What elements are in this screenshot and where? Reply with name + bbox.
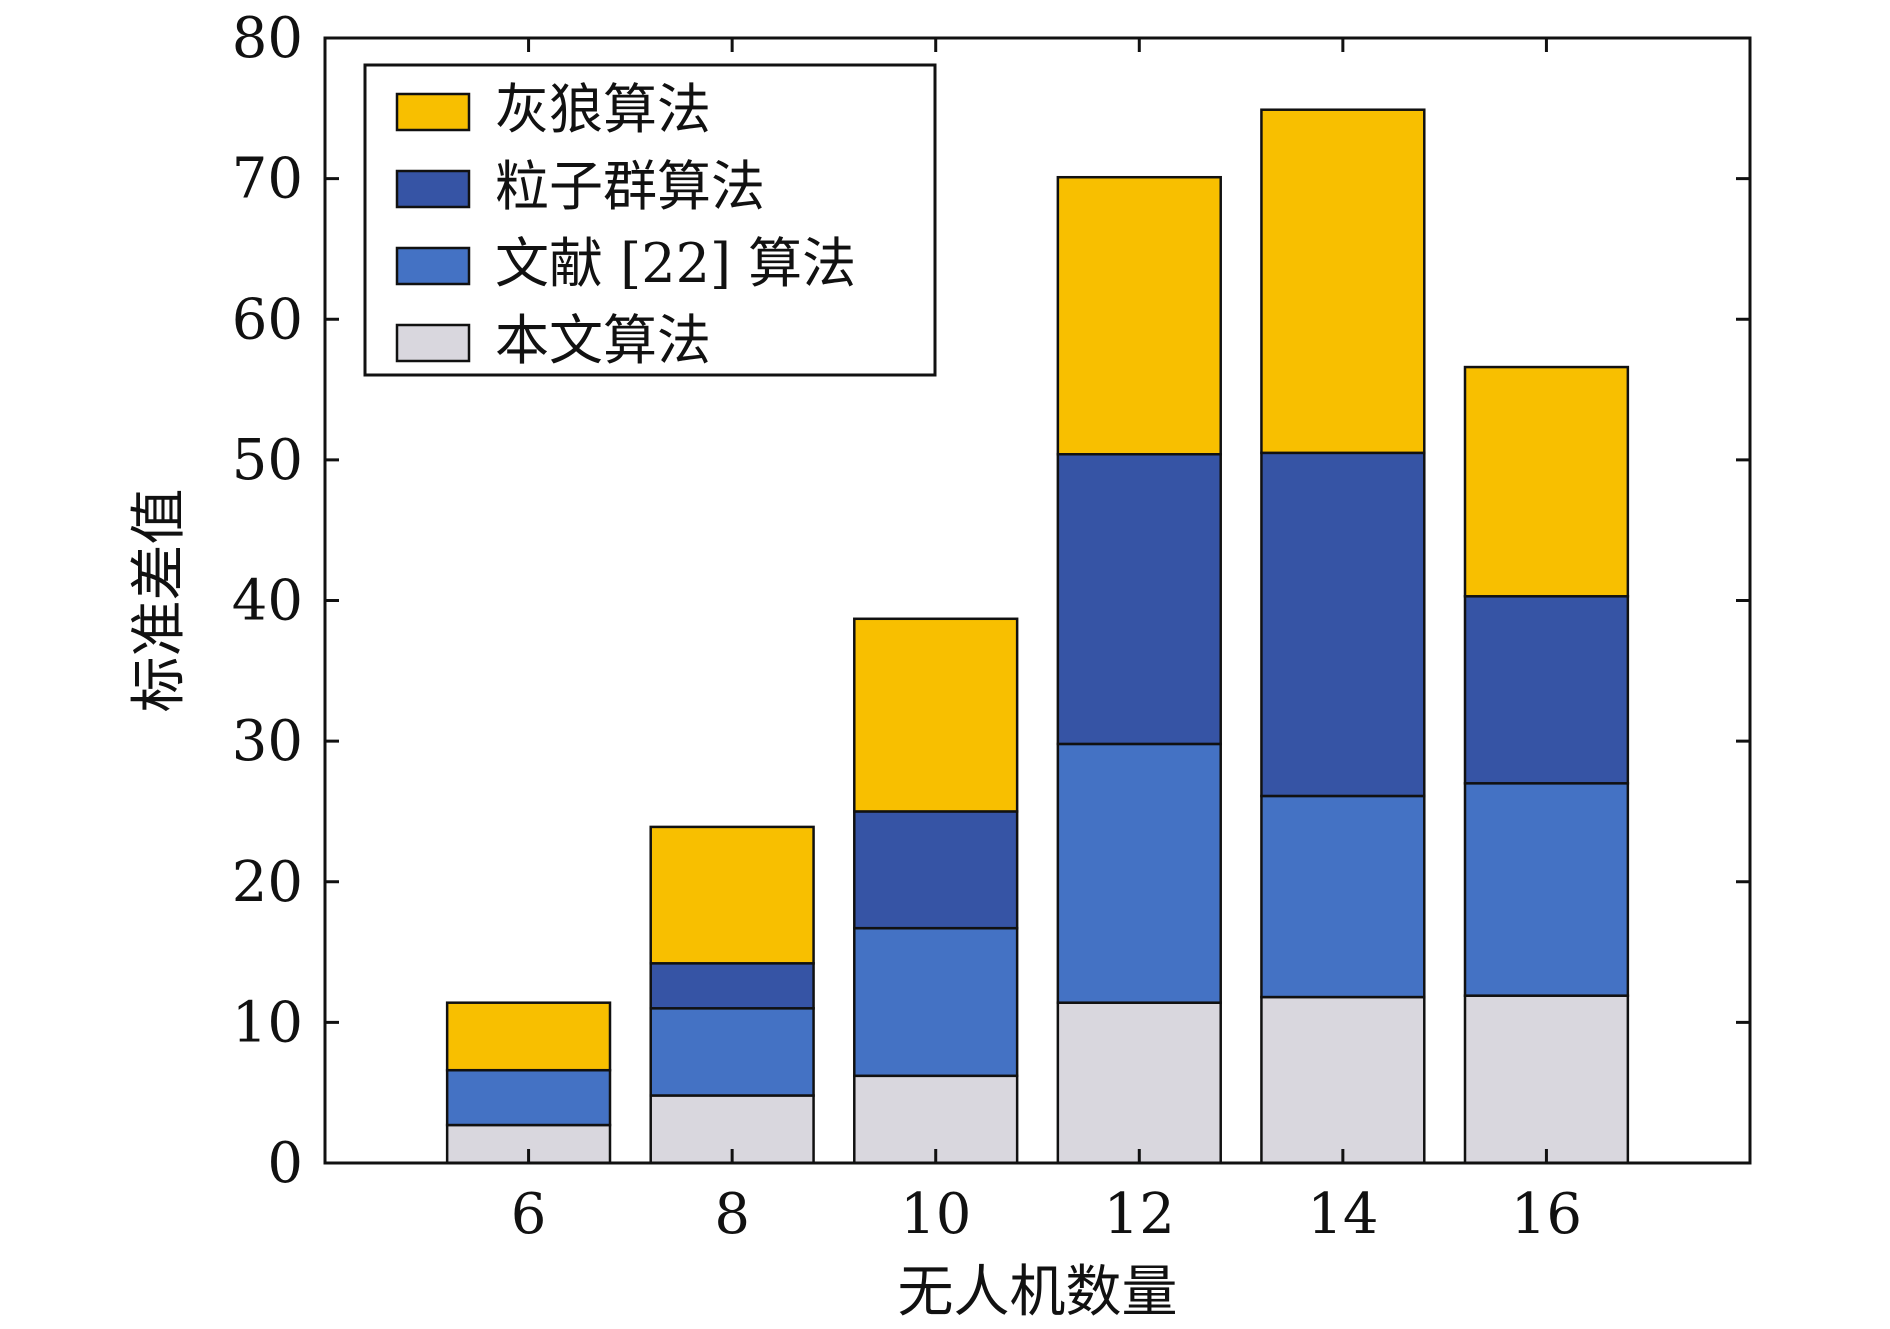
x-tick-label-14: 14 (1307, 1182, 1378, 1247)
legend-swatch-2 (395, 246, 471, 286)
bar-segment-10-series-3 (853, 617, 1019, 813)
bar-segment-14-series-2 (1260, 451, 1426, 798)
bar-segment-14-series-3 (1260, 108, 1426, 455)
bars-layer (445, 108, 1630, 1165)
bar-segment-10-series-2 (853, 810, 1019, 930)
y-tick-label-20: 20 (232, 850, 303, 915)
bar-segment-12-series-2 (1056, 453, 1222, 746)
bar-segment-16-series-2 (1463, 595, 1630, 785)
bar-segment-10-series-0 (853, 1074, 1019, 1165)
bar-segment-14-series-0 (1260, 995, 1426, 1165)
y-tick-label-0: 0 (267, 1131, 303, 1196)
bar-segment-16-series-3 (1463, 365, 1630, 598)
bar-segment-8-series-1 (649, 1007, 815, 1097)
bar-segment-6-series-3 (445, 1001, 612, 1072)
legend-label-0: 灰狼算法 (495, 78, 711, 141)
bar-segment-12-series-3 (1056, 175, 1222, 456)
y-tick-label-30: 30 (232, 709, 303, 774)
bar-segment-16-series-1 (1463, 782, 1630, 997)
y-tick-label-10: 10 (232, 990, 303, 1055)
bar-segment-12-series-0 (1056, 1001, 1222, 1165)
x-tick-label-6: 6 (511, 1182, 547, 1247)
legend-label-2: 文献 [22] 算法 (495, 232, 856, 295)
y-tick-label-50: 50 (232, 428, 303, 493)
x-tick-label-16: 16 (1511, 1182, 1582, 1247)
bar-segment-6-series-1 (445, 1068, 612, 1127)
bar-segment-16-series-0 (1463, 994, 1630, 1165)
legend-swatch-1 (395, 169, 471, 209)
y-tick-label-70: 70 (232, 147, 303, 212)
y-axis-title: 标准差值 (127, 489, 192, 713)
bar-segment-8-series-2 (649, 962, 815, 1010)
x-tick-label-10: 10 (900, 1182, 971, 1247)
x-tick-label-12: 12 (1104, 1182, 1175, 1247)
bar-segment-8-series-3 (649, 825, 815, 965)
bar-segment-10-series-1 (853, 926, 1019, 1078)
y-tick-label-60: 60 (232, 287, 303, 352)
bar-segment-14-series-1 (1260, 794, 1426, 999)
ticks-layer: 0 10 20 30 40 50 60 70 80 6 8 10 12 14 16 (232, 6, 1750, 1247)
legend-label-1: 粒子群算法 (495, 155, 765, 218)
legend-swatch-3 (395, 323, 471, 363)
legend-swatch-0 (395, 92, 471, 132)
y-tick-label-80: 80 (232, 6, 303, 71)
legend-label-3: 本文算法 (495, 309, 711, 372)
x-tick-label-8: 8 (714, 1182, 750, 1247)
y-tick-label-40: 40 (232, 569, 303, 634)
bar-segment-12-series-1 (1056, 742, 1222, 1004)
x-axis-title: 无人机数量 (898, 1260, 1178, 1324)
